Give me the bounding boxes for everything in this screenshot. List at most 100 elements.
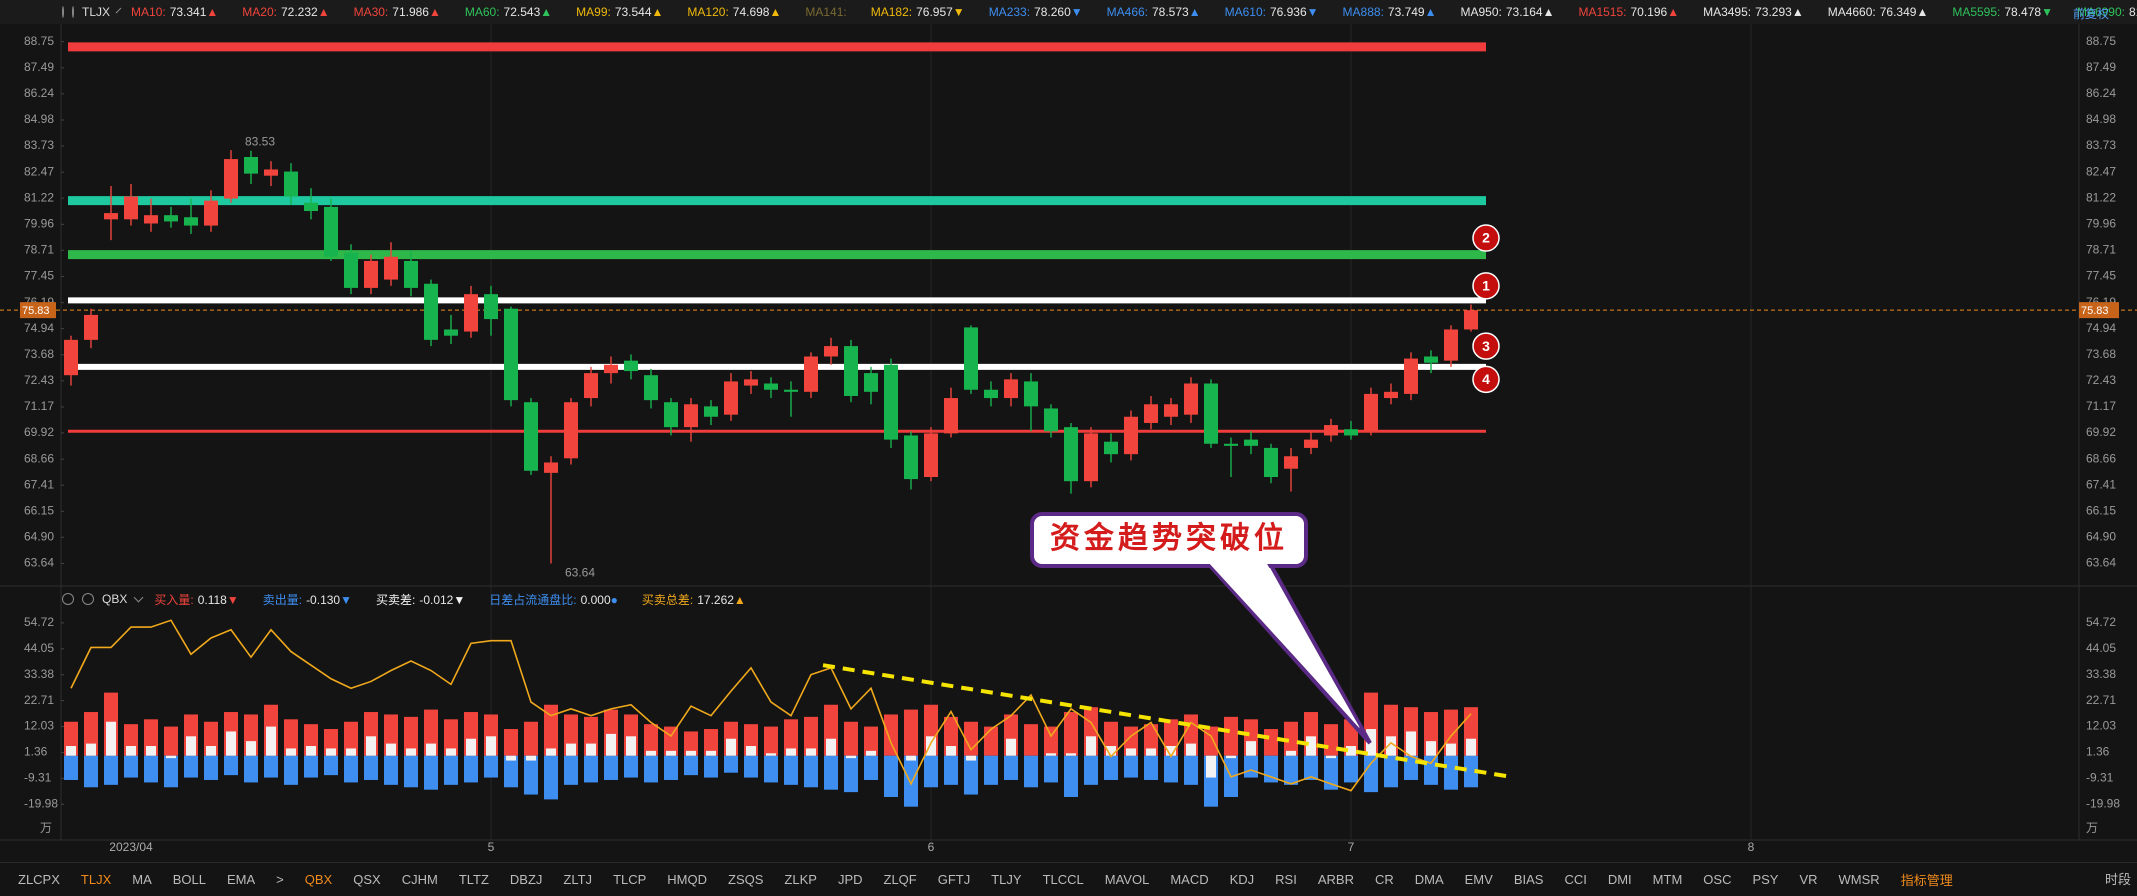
period-button[interactable]: 时段 (2104, 872, 2131, 887)
indicator-tab[interactable]: CCI (1564, 872, 1587, 887)
sub-legend: 买入量: 0.118▼ 卖出量: -0.130▼ 买卖差: -0.012▼ 日差占流通盘比:… (154, 591, 745, 608)
legend-item[interactable]: 买卖差: -0.012▼ (376, 591, 465, 608)
ma-legend-item[interactable]: MA99: 73.544▲ (576, 5, 663, 19)
settings-icon[interactable] (62, 6, 64, 18)
indicator-tab[interactable]: EMV (1464, 872, 1493, 887)
ma-legend-item[interactable]: MA60: 72.543▲ (465, 5, 552, 19)
dropdown-icon[interactable] (133, 592, 144, 602)
ma-legend-item[interactable]: MA141: (805, 5, 846, 19)
dropdown-icon[interactable] (115, 7, 122, 13)
ma-legend-item[interactable]: MA233: 78.260▼ (989, 5, 1083, 19)
indicator-tab[interactable]: MA (132, 872, 152, 887)
ma-arrow: ▼ (1070, 5, 1083, 19)
indicator-tab[interactable]: TLJX (80, 872, 112, 887)
indicator-tab[interactable]: TLTZ (458, 872, 489, 887)
volume-bar (804, 755, 818, 788)
ma-legend-item[interactable]: MA182: 76.957▼ (871, 5, 965, 19)
ma-name: MA20: (242, 5, 277, 19)
candle-body (124, 196, 138, 220)
ma-legend-item[interactable]: MA610: 76.936▼ (1225, 5, 1319, 19)
indicator-tab[interactable]: MACD (1170, 872, 1209, 887)
indicator-tab[interactable]: PSY (1752, 872, 1779, 887)
indicator-tab[interactable]: ZSQS (728, 872, 764, 887)
candle-body (1304, 439, 1318, 448)
ma-legend-item[interactable]: MA10: 73.341▲ (131, 5, 218, 19)
y-tick-label: 86.24 (2086, 86, 2116, 100)
ma-legend-item[interactable]: MA30: 71.986▲ (354, 5, 441, 19)
indicator-tab[interactable]: VR (1799, 872, 1818, 887)
volume-bar (784, 755, 798, 785)
indicator-tab[interactable]: WMSR (1838, 872, 1880, 887)
indicator-tab[interactable]: DMI (1607, 872, 1632, 887)
volume-bar (1046, 753, 1056, 756)
legend-item[interactable]: 买入量: 0.118▼ (154, 591, 238, 608)
ma-legend-item[interactable]: MA6990:81.05 (2077, 5, 2137, 19)
indicator-tab[interactable]: KDJ (1229, 872, 1255, 887)
indicator-tab[interactable]: QSX (353, 872, 381, 887)
legend-item[interactable]: 卖出量: -0.130▼ (263, 591, 352, 608)
y-tick-label: 86.24 (24, 86, 54, 100)
candle-body (924, 433, 938, 478)
volume-bar (1324, 724, 1338, 756)
indicator-tab[interactable]: MTM (1652, 872, 1683, 887)
indicator-tab[interactable]: EMA (227, 872, 256, 887)
ma-arrow: ▲ (1424, 5, 1437, 19)
indicator-tab[interactable]: CJHM (401, 872, 438, 887)
legend-item[interactable]: 买卖总差: 17.262▲ (642, 591, 746, 608)
ma-value: 71.986 (392, 5, 429, 19)
indicator-tab[interactable]: ZLQF (883, 872, 917, 887)
indicator-tab[interactable]: JPD (837, 872, 863, 887)
adjust-button[interactable]: 前复权 (2072, 7, 2109, 21)
indicator-tab[interactable]: TLCP (613, 872, 647, 887)
indicator-tab[interactable]: ZLTJ (563, 872, 593, 887)
volume-bar (1004, 755, 1018, 780)
indicator-tab[interactable]: BIAS (1513, 872, 1544, 887)
ma-legend-item[interactable]: MA5595: 78.478▼ (1952, 5, 2053, 19)
ma-legend-item[interactable]: MA950: 73.164▲ (1461, 5, 1555, 19)
indicator-tab[interactable]: ARBR (1317, 872, 1354, 887)
ma-name: MA6990: (2076, 5, 2125, 19)
indicator-tab[interactable]: DBZJ (509, 872, 543, 887)
indicator-tab[interactable]: BOLL (172, 872, 206, 887)
indicator-tab[interactable]: CR (1374, 872, 1394, 887)
indicator-tab[interactable]: MAVOL (1104, 872, 1150, 887)
indicator-tab[interactable]: DMA (1414, 872, 1444, 887)
candle-body (864, 373, 878, 392)
volume-bar (966, 755, 976, 761)
close-icon[interactable] (82, 593, 94, 605)
volume-bar (786, 748, 796, 756)
legend-name: 买入量: (154, 592, 194, 607)
indicator-tab[interactable]: HMQD (667, 872, 708, 887)
volume-bar (884, 755, 898, 797)
indicator-tab[interactable]: TLJY (991, 872, 1022, 887)
ma-legend-item[interactable]: MA3495: 73.293▲ (1703, 5, 1804, 19)
ma-arrow: ▲ (1667, 5, 1680, 19)
ma-legend-item[interactable]: MA4660: 76.349▲ (1828, 5, 1929, 19)
indicator-tab[interactable]: 指标管理 (1900, 873, 1953, 888)
indicator-tab[interactable]: GFTJ (937, 872, 971, 887)
ma-legend-item[interactable]: MA888: 73.749▲ (1343, 5, 1437, 19)
indicator-tab[interactable]: OSC (1703, 872, 1732, 887)
indicator-title[interactable]: TLJX (82, 5, 111, 19)
ma-legend-item[interactable]: MA466: 78.573▲ (1107, 5, 1201, 19)
indicator-tab[interactable]: ZLKP (784, 872, 817, 887)
legend-name: 卖出量: (262, 592, 303, 607)
volume-bar (164, 755, 178, 788)
ma-legend-item[interactable]: MA1515: 70.196▲ (1578, 5, 1679, 19)
ma-legend-item[interactable]: MA120: 74.698▲ (687, 5, 781, 19)
volume-bar (1246, 741, 1256, 756)
indicator-tab[interactable]: RSI (1275, 872, 1297, 887)
legend-item[interactable]: 日差占流通盘比: 0.000● (489, 591, 618, 608)
indicator-tab[interactable]: > (276, 872, 284, 887)
volume-bar (826, 738, 836, 756)
ma-legend-item[interactable]: MA20: 72.232▲ (242, 5, 329, 19)
indicator-tab[interactable]: ZLCPX (18, 872, 60, 887)
volume-bar (704, 729, 718, 756)
close-icon[interactable] (72, 6, 74, 18)
indicator-title[interactable]: QBX (102, 592, 128, 606)
indicator-tab[interactable]: TLCCL (1042, 872, 1084, 887)
settings-icon[interactable] (62, 593, 74, 605)
indicator-tab[interactable]: QBX (304, 872, 333, 887)
callout-pointer-fill (1208, 562, 1360, 728)
